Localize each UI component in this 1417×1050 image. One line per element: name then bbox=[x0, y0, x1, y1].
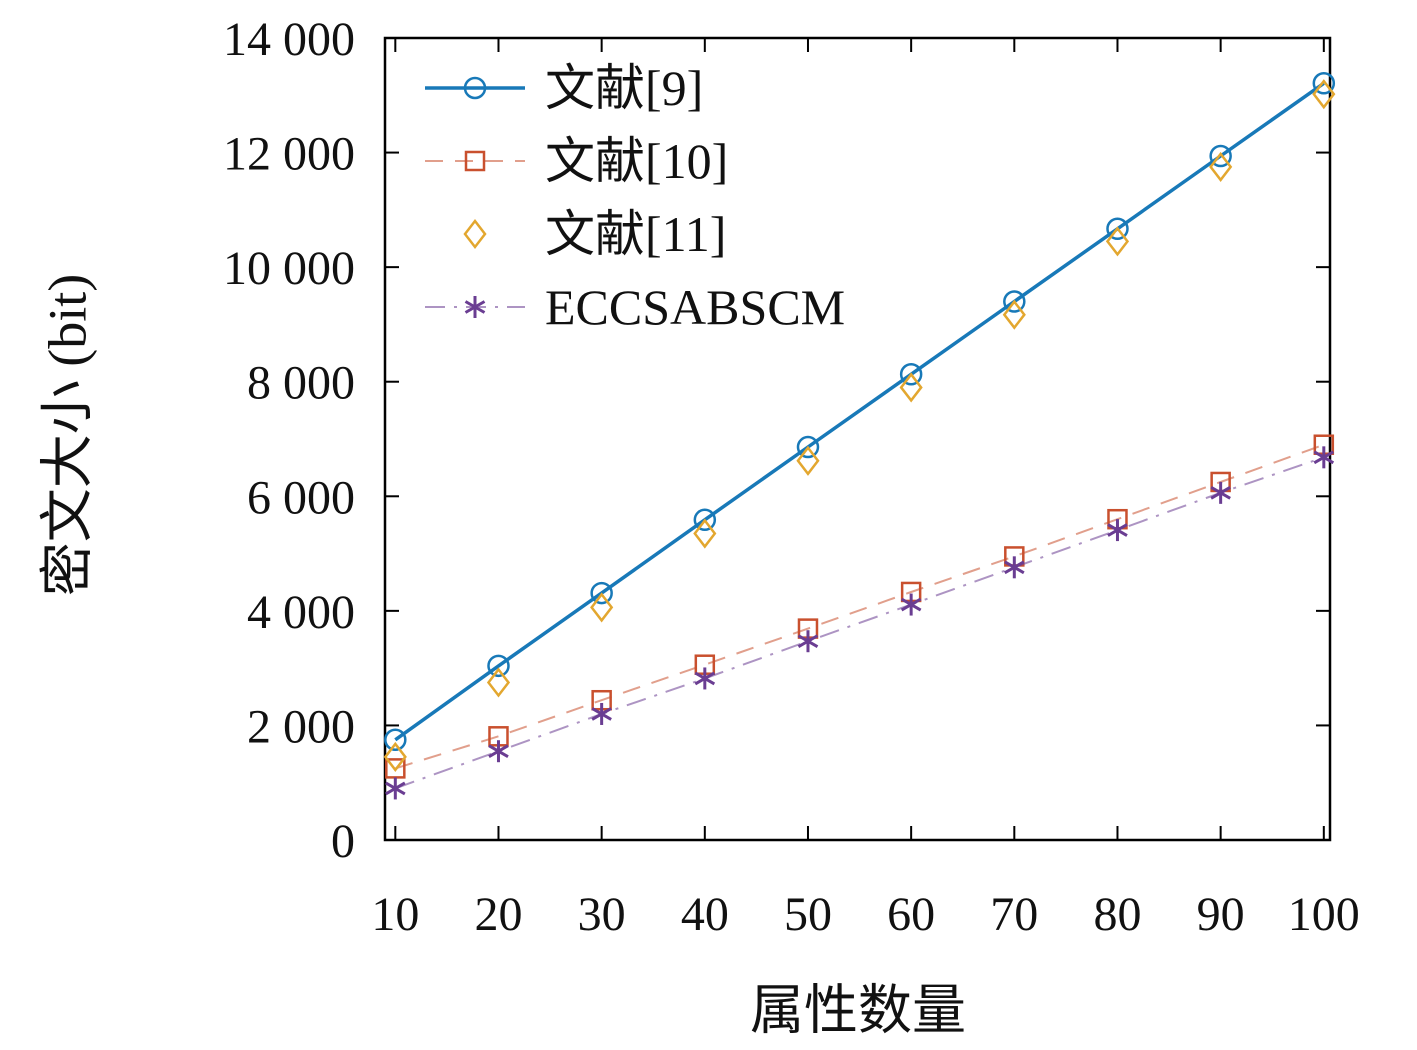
x-tick-label: 60 bbox=[887, 888, 935, 941]
series-0 bbox=[384, 72, 1336, 751]
circle-marker bbox=[796, 435, 820, 459]
x-tick-label: 80 bbox=[1093, 888, 1141, 941]
diamond-marker bbox=[463, 218, 487, 250]
legend-label: 文献[11] bbox=[545, 206, 726, 262]
asterisk-marker bbox=[1004, 560, 1025, 575]
circle-marker bbox=[899, 363, 923, 386]
circle-marker bbox=[384, 728, 407, 751]
plot-border bbox=[383, 36, 1332, 842]
y-tick-label: 2 000 bbox=[247, 700, 355, 753]
circle-marker bbox=[1106, 217, 1129, 241]
y-tick-label: 4 000 bbox=[247, 586, 355, 639]
x-tick-label: 30 bbox=[578, 888, 626, 941]
legend-label: 文献[9] bbox=[545, 60, 703, 116]
diamond-marker bbox=[486, 667, 511, 698]
x-tick-label: 70 bbox=[990, 888, 1038, 941]
diamond-marker bbox=[590, 592, 614, 623]
x-axis-title: 属性数量 bbox=[750, 980, 966, 1041]
asterisk-marker bbox=[464, 300, 486, 314]
series-2 bbox=[383, 79, 1336, 772]
asterisk-marker bbox=[797, 634, 819, 649]
series-line bbox=[394, 81, 1325, 742]
diamond-marker bbox=[899, 372, 923, 403]
square-marker bbox=[385, 758, 406, 779]
y-tick-label: 0 bbox=[331, 815, 355, 868]
circle-marker bbox=[1003, 290, 1026, 313]
asterisk-marker bbox=[1313, 450, 1335, 465]
legend-label: ECCSABSCM bbox=[545, 279, 845, 335]
circle-marker bbox=[693, 508, 717, 532]
diamond-marker bbox=[796, 445, 820, 476]
x-tick-label: 20 bbox=[474, 888, 522, 941]
diamond-marker bbox=[693, 518, 717, 549]
square-marker bbox=[464, 150, 486, 172]
asterisk-marker bbox=[591, 707, 612, 721]
y-tick-label: 8 000 bbox=[247, 357, 355, 410]
x-tick-label: 50 bbox=[784, 888, 832, 941]
asterisk-marker bbox=[385, 781, 406, 796]
circle-marker bbox=[590, 581, 613, 605]
circle-marker bbox=[463, 76, 487, 100]
x-tick-label: 90 bbox=[1197, 888, 1245, 941]
x-tick-label: 100 bbox=[1288, 888, 1360, 941]
asterisk-marker bbox=[1107, 523, 1128, 537]
asterisk-marker bbox=[900, 597, 922, 612]
diamond-marker bbox=[383, 741, 407, 772]
series-1 bbox=[385, 434, 1335, 779]
asterisk-marker bbox=[1210, 486, 1231, 500]
y-tick-label: 14 000 bbox=[223, 13, 355, 66]
x-tick-label: 10 bbox=[371, 888, 419, 941]
series-3 bbox=[385, 446, 1335, 800]
y-tick-label: 10 000 bbox=[223, 242, 355, 295]
series-line bbox=[394, 456, 1325, 790]
diamond-marker bbox=[1209, 151, 1233, 182]
asterisk-marker bbox=[488, 744, 509, 759]
x-tick-label: 40 bbox=[681, 888, 729, 941]
asterisk-marker bbox=[694, 671, 716, 686]
diamond-marker bbox=[1002, 299, 1026, 330]
series-line bbox=[395, 443, 1325, 770]
diamond-marker bbox=[1105, 226, 1130, 257]
y-axis-title: 密文大小 (bit) bbox=[37, 273, 98, 597]
diamond-marker bbox=[1312, 79, 1336, 110]
y-tick-label: 6 000 bbox=[247, 471, 355, 524]
circle-marker bbox=[1312, 72, 1336, 95]
y-tick-label: 12 000 bbox=[223, 128, 355, 181]
legend: 文献[9] 文献[10] 文献[11] ECCSABSCM bbox=[425, 60, 845, 335]
circle-marker bbox=[487, 654, 510, 678]
circle-marker bbox=[1209, 144, 1232, 168]
legend-label: 文献[10] bbox=[545, 133, 728, 189]
